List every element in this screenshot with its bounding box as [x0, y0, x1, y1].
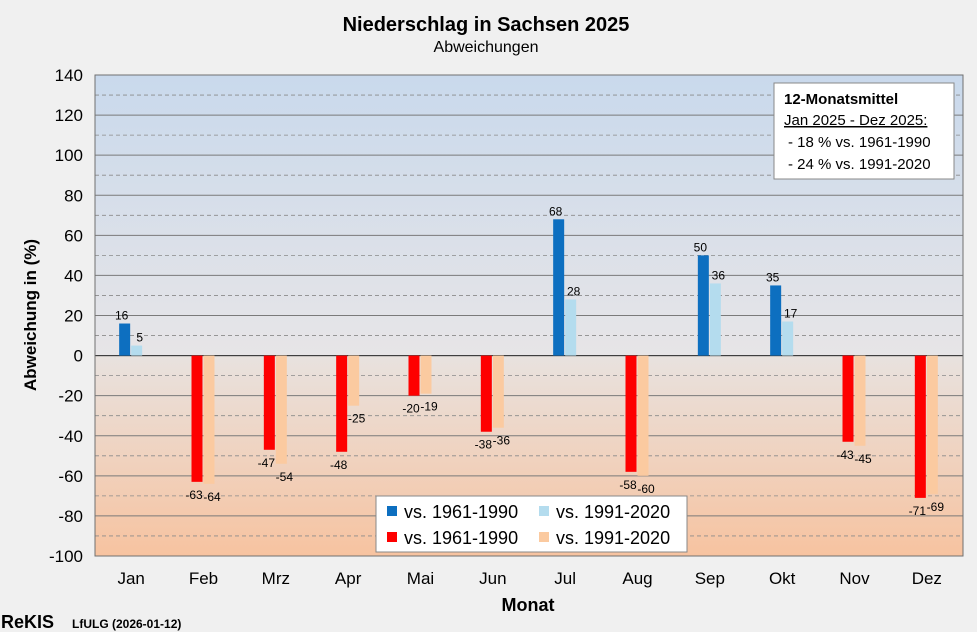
- bar-vs-1991-2020: [131, 345, 143, 356]
- data-label: 68: [549, 204, 563, 218]
- bar-vs-1961-1990: [263, 355, 275, 450]
- bar-vs-1961-1990: [914, 355, 926, 498]
- bar-vs-1991-2020: [854, 355, 866, 446]
- bar-vs-1991-2020: [565, 299, 577, 356]
- data-label: 36: [712, 268, 726, 282]
- y-tick-label: 0: [74, 347, 83, 366]
- data-label: -48: [330, 458, 348, 472]
- data-label: -69: [927, 500, 945, 514]
- legend-swatch: [387, 506, 397, 516]
- y-tick-label: -60: [58, 467, 83, 486]
- data-label: -20: [402, 402, 420, 416]
- bar-vs-1961-1990: [842, 355, 854, 442]
- data-label: 28: [567, 284, 581, 298]
- bar-vs-1961-1990: [336, 355, 348, 452]
- data-label: -54: [276, 470, 294, 484]
- x-tick-label: Jan: [117, 569, 144, 588]
- x-axis-label: Monat: [502, 595, 555, 615]
- x-tick-label: Nov: [839, 569, 870, 588]
- y-tick-label: 20: [64, 307, 83, 326]
- bar-vs-1991-2020: [637, 355, 649, 476]
- annotation-line: - 24 % vs. 1991-2020: [788, 156, 931, 173]
- data-label: -60: [637, 482, 655, 496]
- y-tick-label: -40: [58, 427, 83, 446]
- y-tick-label: -20: [58, 387, 83, 406]
- legend-label: vs. 1961-1990: [404, 502, 518, 522]
- data-label: 50: [694, 240, 708, 254]
- x-tick-label: Sep: [695, 569, 725, 588]
- x-tick-label: Okt: [769, 569, 796, 588]
- bar-vs-1961-1990: [119, 323, 131, 356]
- legend-label: vs. 1961-1990: [404, 528, 518, 548]
- plot-border: [94, 74, 964, 557]
- bar-vs-1991-2020: [348, 355, 360, 406]
- data-label: -63: [185, 488, 203, 502]
- bar-vs-1961-1990: [480, 355, 492, 432]
- bar-vs-1961-1990: [697, 255, 709, 356]
- annotation-title: 12-Monatsmittel: [784, 91, 898, 108]
- data-label: -25: [348, 412, 366, 426]
- data-label: -58: [619, 478, 637, 492]
- data-label: -64: [203, 490, 221, 504]
- rekis-logo: ReKIS: [1, 612, 54, 632]
- legend-swatch: [539, 506, 549, 516]
- data-label: 35: [766, 270, 780, 284]
- data-label: -71: [909, 504, 927, 518]
- data-label: 17: [784, 307, 798, 321]
- x-tick-label: Apr: [335, 569, 362, 588]
- x-tick-label: Jul: [554, 569, 576, 588]
- annotation-box: [773, 82, 955, 180]
- data-label: 16: [115, 309, 129, 323]
- bar-vs-1961-1990: [625, 355, 637, 472]
- bar-vs-1961-1990: [191, 355, 203, 482]
- bar-vs-1991-2020: [420, 355, 432, 394]
- data-label: -43: [836, 448, 854, 462]
- annotation-period: Jan 2025 - Dez 2025:: [784, 112, 927, 129]
- data-label: -47: [258, 456, 276, 470]
- bar-vs-1961-1990: [553, 219, 565, 356]
- data-label: -36: [493, 434, 511, 448]
- x-tick-label: Jun: [479, 569, 506, 588]
- x-tick-label: Mrz: [262, 569, 290, 588]
- data-label: 5: [136, 331, 143, 345]
- y-tick-label: 140: [55, 66, 83, 85]
- y-tick-label: 40: [64, 266, 83, 285]
- chart-title: Niederschlag in Sachsen 2025: [343, 14, 630, 36]
- x-tick-label: Mai: [407, 569, 434, 588]
- y-tick-label: -100: [49, 547, 83, 566]
- x-tick-label: Feb: [189, 569, 218, 588]
- y-tick-label: 100: [55, 146, 83, 165]
- bar-vs-1991-2020: [492, 355, 504, 428]
- legend-box: [375, 495, 688, 553]
- bar-vs-1991-2020: [926, 355, 938, 494]
- y-axis-label: Abweichung in (%): [21, 239, 40, 391]
- x-tick-label: Dez: [912, 569, 942, 588]
- legend-swatch: [387, 532, 397, 542]
- legend-swatch: [539, 532, 549, 542]
- x-tick-label: Aug: [622, 569, 652, 588]
- bar-vs-1961-1990: [770, 285, 782, 356]
- bar-vs-1991-2020: [782, 321, 794, 356]
- annotation-line: - 18 % vs. 1961-1990: [788, 134, 931, 151]
- footer-source: LfULG (2026-01-12): [72, 617, 181, 631]
- chart-subtitle: Abweichungen: [434, 39, 539, 56]
- bar-vs-1991-2020: [709, 283, 721, 356]
- data-label: -19: [420, 400, 438, 414]
- bar-vs-1991-2020: [275, 355, 287, 464]
- y-tick-label: 60: [64, 226, 83, 245]
- legend-label: vs. 1991-2020: [556, 502, 670, 522]
- y-tick-label: 80: [64, 186, 83, 205]
- data-label: -38: [475, 438, 493, 452]
- bar-vs-1991-2020: [203, 355, 215, 484]
- data-label: -45: [854, 452, 872, 466]
- bar-vs-1961-1990: [408, 355, 420, 396]
- legend-label: vs. 1991-2020: [556, 528, 670, 548]
- y-tick-label: 120: [55, 106, 83, 125]
- y-tick-label: -80: [58, 507, 83, 526]
